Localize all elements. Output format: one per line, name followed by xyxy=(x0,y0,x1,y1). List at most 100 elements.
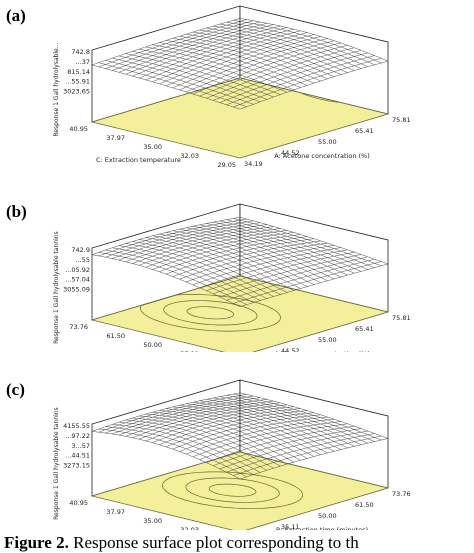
y-tick-label: 35.00 xyxy=(143,143,162,151)
surface-mesh-line xyxy=(206,47,355,99)
surface-mesh-line xyxy=(199,224,348,276)
surface-mesh-line xyxy=(213,221,362,272)
surface-mesh-line xyxy=(226,55,375,106)
surface-mesh-line xyxy=(179,416,328,452)
surface-mesh-line xyxy=(239,392,389,439)
surface-mesh-line xyxy=(233,218,382,267)
surface-mesh-line xyxy=(186,33,335,77)
floor-plane xyxy=(90,451,390,533)
z-tick-label: 742.8 xyxy=(71,48,90,56)
surface-mesh-line xyxy=(172,240,321,277)
floor-contour-line xyxy=(208,483,257,497)
z-tick-label: ...55 xyxy=(76,256,90,264)
surface-mesh-line xyxy=(179,242,328,280)
caption-label: Figure 2. xyxy=(4,533,69,552)
x-axis-label: A: Acetone concentration (%) xyxy=(274,350,370,352)
surface-mesh-line xyxy=(186,245,335,283)
surface-mesh-line xyxy=(199,45,348,97)
surface-mesh-line xyxy=(186,227,335,280)
surface-mesh-line xyxy=(239,18,389,62)
y-tick-label: 40.95 xyxy=(69,125,88,133)
surface-mesh-line xyxy=(172,406,321,455)
surface-mesh-line xyxy=(165,232,315,285)
panel-c: (c) 4155.55 ...97.22 3...57 ...44.51 3273.15… xyxy=(0,358,474,543)
z-tick-label: 3023.65 xyxy=(63,88,90,96)
y-tick-label: 35.11 xyxy=(180,350,199,352)
surface-mesh-line xyxy=(165,40,315,84)
surface-mesh-line xyxy=(206,251,355,291)
surface-mesh-line xyxy=(226,258,375,301)
surface-mesh-line xyxy=(233,20,382,64)
surface-mesh-line xyxy=(219,256,368,298)
z-axis-label: Response 1 Gall hydrolysable... xyxy=(53,42,60,136)
surface-mesh-line xyxy=(226,433,375,473)
surface-mesh-line xyxy=(219,430,368,470)
surface-mesh-line xyxy=(226,219,375,268)
surface-mesh-line xyxy=(172,230,321,283)
figure-caption: Figure 2. Response surface plot correspo… xyxy=(4,533,474,553)
y-tick-label: 32.03 xyxy=(180,526,199,530)
surface-mesh-line xyxy=(206,399,355,447)
surface-mesh-line xyxy=(186,418,335,455)
surface-mesh-line xyxy=(192,42,341,95)
surface-mesh-line xyxy=(239,216,389,265)
surface-mesh-line xyxy=(213,254,362,295)
z-axis-label: Response 1 Gall hydrolysable tannins xyxy=(53,407,60,520)
surface-mesh-line xyxy=(192,401,341,450)
y-tick-label: 37.97 xyxy=(106,508,125,516)
x-tick-label: 75.81 xyxy=(392,116,411,124)
floor-contour-line xyxy=(163,300,258,326)
x-tick-label: 44.52 xyxy=(281,149,300,157)
y-tick-label: 32.03 xyxy=(180,152,199,160)
surface-plot-b: 742.9 ...55 ...05.92 ...57.04 3055.09Respons… xyxy=(53,203,411,367)
x-tick-label: 44.52 xyxy=(281,347,300,352)
surface-mesh-line xyxy=(219,23,368,67)
x-axis-label: B: Extraction time (minutes) xyxy=(276,526,368,530)
surface-mesh-line xyxy=(186,40,335,93)
z-tick-label: 815.14 xyxy=(67,68,90,76)
floor-plane xyxy=(90,275,390,357)
surface-mesh-line xyxy=(91,216,241,255)
surface-mesh-line xyxy=(179,405,328,454)
surface-mesh-line xyxy=(213,25,362,69)
y-tick-label: 40.95 xyxy=(69,499,88,507)
x-tick-label: 73.76 xyxy=(392,490,411,498)
surface-mesh-line xyxy=(206,27,355,71)
surface-mesh-line xyxy=(172,36,321,89)
y-tick-label: 35.00 xyxy=(143,517,162,525)
surface-mesh-line xyxy=(179,38,328,91)
x-axis-label: A: Acetone concentration (%) xyxy=(274,152,370,160)
surface-mesh-line xyxy=(192,247,341,286)
surface-mesh-line xyxy=(179,35,328,80)
y-tick-label: 37.97 xyxy=(106,134,125,142)
surface-mesh-line xyxy=(165,408,315,457)
z-tick-label: ...55.91 xyxy=(65,78,90,86)
surface-mesh-line xyxy=(233,261,382,304)
surface-mesh-line xyxy=(226,21,375,66)
x-tick-label: 55.00 xyxy=(318,336,337,344)
surface-mesh-line xyxy=(172,38,321,82)
surface-mesh-line xyxy=(199,249,348,288)
surface-mesh-line xyxy=(192,31,341,75)
floor-contour-line xyxy=(162,471,304,509)
caption-text: Response surface plot corresponding to t… xyxy=(73,533,359,552)
z-tick-label: 742.9 xyxy=(71,246,90,254)
surface-plot-c: 4155.55 ...97.22 3...57 ...44.51 3273.15Resp… xyxy=(53,379,411,543)
surface-mesh-line xyxy=(206,223,355,274)
y-axis-label: C: Extraction temperature xyxy=(96,156,181,164)
surface-mesh-line xyxy=(226,395,375,442)
z-axis-label: Response 1 Gall hydrolysable tannins xyxy=(53,231,60,344)
x-tick-label: 75.81 xyxy=(392,314,411,322)
floor-plane xyxy=(90,77,390,159)
panel-label-b: (b) xyxy=(6,202,27,221)
surface-mesh-line xyxy=(206,425,355,463)
surface-mesh-line xyxy=(233,435,382,476)
floor-contour-line xyxy=(185,477,280,503)
surface-mesh-line xyxy=(186,403,335,452)
y-tick-label: 50.00 xyxy=(143,341,162,349)
z-tick-label: ...97.22 xyxy=(65,432,90,440)
surface-mesh-line xyxy=(233,393,382,441)
surface-mesh-line xyxy=(91,254,241,307)
surface-mesh-line xyxy=(213,397,362,445)
panel-a: (a) 742.8 ...37 815.14 ...55.91 3023.65 Respo… xyxy=(0,0,474,172)
